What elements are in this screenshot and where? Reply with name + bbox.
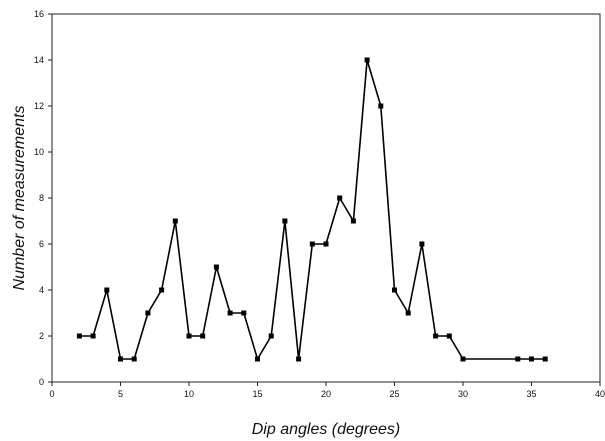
data-point <box>76 333 82 339</box>
data-point <box>378 103 384 109</box>
x-tick-label: 10 <box>184 389 194 399</box>
y-tick-label: 10 <box>34 147 44 157</box>
data-point <box>405 310 411 316</box>
data-point <box>241 310 247 316</box>
y-tick-label: 8 <box>39 193 44 203</box>
data-point <box>213 264 219 270</box>
x-tick-label: 35 <box>526 389 536 399</box>
data-point <box>337 195 343 201</box>
data-point <box>268 333 274 339</box>
x-tick-label: 25 <box>389 389 399 399</box>
y-tick-label: 0 <box>39 377 44 387</box>
data-point <box>227 310 233 316</box>
data-point <box>446 333 452 339</box>
y-tick-label: 6 <box>39 239 44 249</box>
data-point <box>255 356 260 362</box>
x-tick-label: 0 <box>49 389 54 399</box>
data-point <box>159 287 165 293</box>
x-axis-title: Dip angles (degrees) <box>252 421 401 438</box>
data-point <box>542 356 548 362</box>
data-point <box>186 333 192 339</box>
data-point <box>282 218 288 224</box>
data-point <box>460 356 466 362</box>
x-axis-ticks: 0 5 10 15 20 25 30 35 40 <box>49 382 605 399</box>
data-point <box>104 287 110 293</box>
series-line <box>79 59 546 360</box>
data-point <box>296 356 302 362</box>
y-tick-label: 4 <box>39 285 44 295</box>
data-point <box>90 333 96 339</box>
data-point <box>131 356 137 362</box>
data-point <box>433 333 439 339</box>
data-point <box>419 241 425 247</box>
series-layer <box>76 57 548 362</box>
data-point <box>172 218 178 224</box>
x-tick-label: 20 <box>321 389 331 399</box>
data-point <box>350 218 356 224</box>
data-point <box>323 241 329 247</box>
data-point <box>392 287 397 293</box>
y-tick-label: 2 <box>39 331 44 341</box>
data-point <box>200 333 206 339</box>
y-axis-title: Number of measurements <box>11 106 28 291</box>
data-point <box>529 356 534 362</box>
data-point <box>515 356 521 362</box>
x-tick-label: 40 <box>595 389 605 399</box>
data-point <box>145 310 151 316</box>
x-tick-label: 5 <box>118 389 123 399</box>
data-point <box>309 241 315 247</box>
y-tick-label: 14 <box>34 55 44 65</box>
x-tick-label: 30 <box>458 389 468 399</box>
x-tick-label: 15 <box>252 389 262 399</box>
y-tick-label: 12 <box>34 101 44 111</box>
y-tick-label: 16 <box>34 9 44 19</box>
data-point <box>118 356 123 362</box>
data-point <box>364 57 370 63</box>
y-axis-ticks: 0 2 4 6 8 10 12 14 16 <box>34 9 52 387</box>
